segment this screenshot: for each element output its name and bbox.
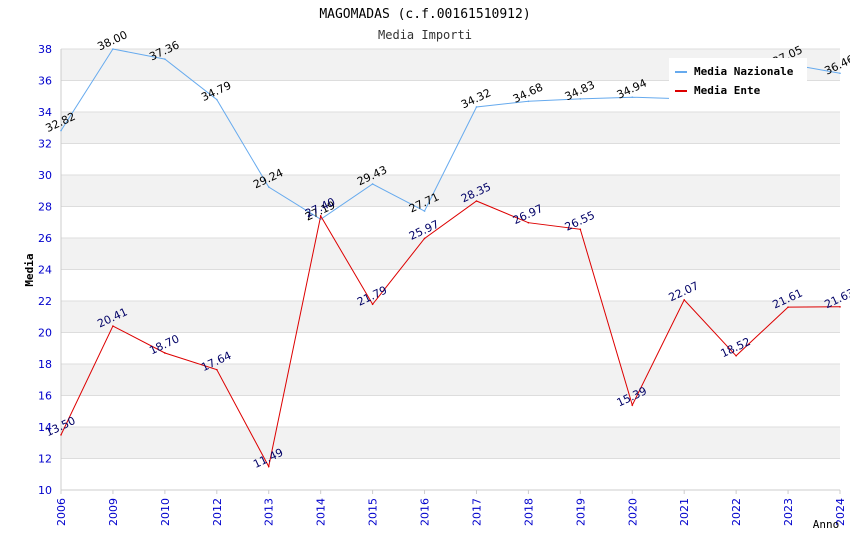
data-point	[631, 96, 634, 98]
data-point	[60, 434, 62, 436]
data-point	[787, 306, 789, 308]
grid-band	[61, 112, 840, 144]
data-point	[112, 325, 114, 327]
data-point	[216, 368, 218, 371]
x-tick-label: 2015	[367, 498, 380, 526]
axes	[60, 49, 841, 494]
data-point	[164, 58, 166, 60]
legend-label-nazionale: Media Nazionale	[694, 65, 794, 78]
data-point	[267, 186, 270, 188]
y-tick-labels: 10 12 14 16 18 20 22 24 26 28 30 32 34 36 38	[38, 43, 52, 497]
y-tick-label: 12	[38, 453, 52, 466]
data-point	[267, 465, 270, 468]
data-point	[839, 72, 841, 75]
y-tick-label: 20	[38, 327, 52, 340]
y-tick-label: 38	[38, 43, 52, 56]
y-tick-label: 28	[38, 201, 52, 214]
x-tick-label: 2021	[678, 498, 691, 526]
gridlines	[61, 48, 840, 491]
series-line-ente	[60, 200, 841, 468]
x-tick-labels: 2006 2009 2010 2012 2013 2014 2015 2016 2017 2018…	[55, 498, 847, 526]
legend-label-ente: Media Ente	[694, 84, 761, 97]
grid-band	[61, 364, 840, 396]
x-tick-label: 2006	[55, 498, 68, 526]
data-point	[112, 48, 114, 50]
data-point	[579, 98, 582, 100]
y-tick-label: 22	[38, 295, 52, 308]
x-tick-label: 2020	[626, 498, 639, 526]
grid-band	[61, 427, 840, 459]
data-point	[423, 237, 426, 240]
y-tick-label: 18	[38, 358, 52, 371]
data-point	[371, 303, 374, 306]
x-tick-label: 2017	[470, 498, 483, 526]
data-point	[839, 306, 841, 308]
data-point	[475, 106, 478, 108]
x-tick-label: 2023	[782, 498, 795, 526]
y-axis-label: Media	[23, 253, 36, 286]
data-point	[319, 215, 322, 217]
x-tick-label: 2022	[730, 498, 743, 526]
data-point	[60, 129, 62, 132]
data-point	[527, 221, 530, 224]
data-point	[164, 352, 166, 354]
y-tick-label: 36	[38, 75, 52, 88]
y-tick-label: 32	[38, 138, 52, 151]
data-point	[527, 100, 530, 103]
y-tick-label: 10	[38, 484, 52, 497]
chart-subtitle: Media Importi	[378, 28, 472, 42]
data-point	[371, 183, 374, 185]
data-point	[423, 210, 426, 212]
y-tick-label: 30	[38, 169, 52, 182]
grid-band	[61, 301, 840, 333]
data-point	[735, 355, 737, 357]
background-bands	[61, 49, 840, 459]
data-point	[683, 299, 685, 301]
chart-title: MAGOMADAS (c.f.00161510912)	[319, 7, 530, 22]
legend-box	[669, 58, 807, 102]
x-axis-label: Anno	[813, 518, 840, 531]
data-point	[216, 98, 218, 101]
x-tick-label: 2010	[159, 498, 172, 526]
data-point	[631, 404, 634, 406]
legend: Media Nazionale Media Ente	[669, 58, 807, 102]
y-tick-label: 26	[38, 232, 52, 245]
data-point	[579, 228, 582, 231]
x-tick-label: 2018	[522, 498, 535, 526]
data-point	[475, 200, 478, 202]
grid-band	[61, 175, 840, 207]
x-tick-label: 2024	[834, 498, 847, 526]
x-tick-label: 2019	[574, 498, 587, 526]
x-tick-label: 2016	[419, 498, 432, 526]
x-tick-label: 2014	[315, 498, 328, 526]
x-tick-label: 2009	[107, 498, 120, 526]
grid-band	[61, 238, 840, 270]
y-tick-label: 14	[38, 421, 52, 434]
x-tick-label: 2012	[211, 498, 224, 526]
x-tick-label: 2013	[263, 498, 276, 526]
y-tick-label: 24	[38, 264, 52, 277]
y-tick-label: 34	[38, 106, 52, 119]
y-tick-label: 16	[38, 390, 52, 403]
